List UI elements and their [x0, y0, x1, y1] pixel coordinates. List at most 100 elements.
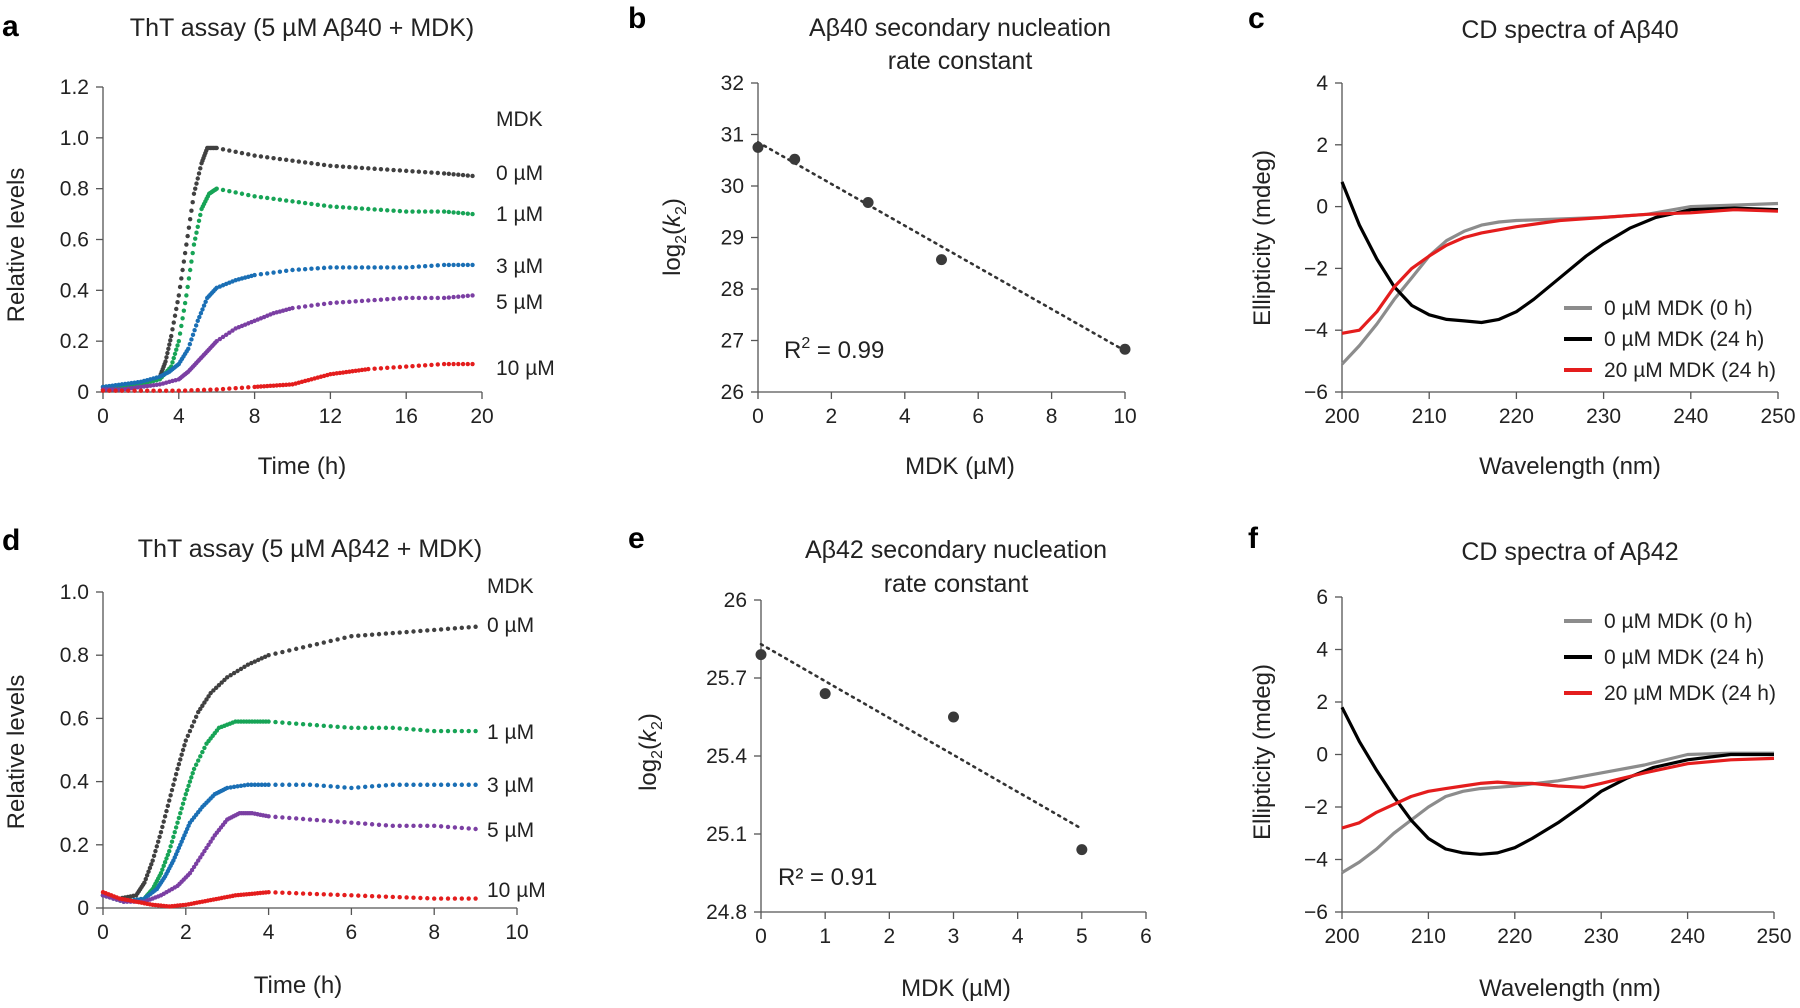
- series-label-a-2: 3 µM: [496, 255, 543, 278]
- data-point-a-1-60: [214, 186, 219, 191]
- data-point-a-4-10: [163, 388, 169, 393]
- data-point-d-2-79: [314, 783, 320, 788]
- data-point-a-1-102: [470, 211, 475, 217]
- data-point-d-3-69: [287, 815, 292, 821]
- data-point-d-3-35: [198, 855, 203, 860]
- data-point-a-2-42: [195, 318, 200, 324]
- data-point-d-3-87: [411, 823, 416, 829]
- data-point-d-0-61: [211, 688, 216, 693]
- data-point-d-0-90: [349, 634, 354, 639]
- series-line-c-1: [1340, 181, 1779, 325]
- x-tick-label-c-4: 240: [1673, 405, 1708, 428]
- y-tick-label-a-5: 1.0: [60, 127, 89, 150]
- data-point-d-1-26: [161, 863, 166, 869]
- data-point-d-2-88: [376, 783, 382, 789]
- data-point-a-1-89: [397, 208, 403, 214]
- data-point-a-4-23: [246, 385, 251, 390]
- data-point-a-4-17: [208, 387, 213, 392]
- data-point-a-0-69: [233, 149, 238, 155]
- data-point-d-0-35: [165, 803, 171, 809]
- data-point-a-0-39: [180, 267, 185, 273]
- data-point-a-1-35: [182, 300, 188, 306]
- data-point-a-0-93: [385, 167, 390, 172]
- data-point-a-1-66: [252, 194, 257, 199]
- data-point-d-0-46: [180, 747, 186, 753]
- data-point-d-0-59: [206, 694, 211, 699]
- data-point-d-3-31: [189, 867, 195, 873]
- data-point-d-3-73: [314, 817, 320, 823]
- panel-c: c CD spectra of Aβ40 Wavelength (nm) Ell…: [1248, 2, 1796, 480]
- data-point-a-0-91: [372, 166, 377, 171]
- data-point-a-0-44: [186, 225, 192, 230]
- y-tick-label-c-2: −2: [1304, 257, 1328, 280]
- data-point-a-2-90: [404, 265, 409, 270]
- data-point-d-1-36: [175, 820, 180, 825]
- data-point-a-2-81: [347, 265, 352, 270]
- data-point-d-0-101: [425, 628, 430, 633]
- data-point-a-1-86: [378, 207, 384, 213]
- data-point-d-0-100: [418, 628, 423, 634]
- data-point-a-0-67: [220, 147, 226, 152]
- data-point-d-3-77: [342, 819, 347, 825]
- data-point-a-4-74: [451, 361, 456, 367]
- data-point-a-1-77: [321, 203, 327, 208]
- data-point-a-2-38: [189, 337, 194, 342]
- data-point-d-0-105: [452, 626, 458, 631]
- panel-f: f CD spectra of Aβ42 Wavelength (nm) Ell…: [1248, 522, 1792, 1002]
- data-point-d-1-100: [418, 727, 423, 733]
- data-point-a-2-102: [470, 262, 475, 268]
- x-axis-label-b: MDK (µM): [905, 453, 1015, 480]
- y-axis-label-d: Relative levels: [3, 675, 30, 830]
- data-point-d-0-47: [182, 743, 187, 748]
- data-point-d-2-99: [452, 782, 458, 787]
- data-point-d-2-81: [328, 784, 333, 789]
- y-tick-label-c-3: 0: [1316, 196, 1328, 219]
- data-point-a-1-32: [179, 323, 184, 329]
- data-point-a-0-102: [441, 171, 447, 176]
- x-tick-label-c-2: 220: [1499, 405, 1534, 428]
- data-point-d-3-67: [273, 814, 278, 820]
- data-point-d-4-85: [438, 896, 444, 901]
- data-point-a-1-69: [271, 196, 276, 202]
- data-point-d-0-30: [158, 829, 164, 835]
- data-point-d-2-70: [259, 782, 264, 787]
- data-point-d-0-38: [169, 787, 175, 793]
- y-tick-label-b-3: 29: [721, 227, 744, 250]
- data-point-d-0-39: [171, 782, 176, 787]
- data-point-d-3-93: [452, 825, 458, 830]
- data-point-d-4-61: [273, 890, 278, 895]
- data-point-a-1-83: [359, 206, 365, 211]
- data-point-d-3-36: [200, 852, 205, 857]
- data-point-d-0-25: [151, 853, 157, 859]
- x-tick-label-b-4: 8: [1046, 405, 1058, 428]
- y-tick-label-f-5: 4: [1316, 639, 1328, 662]
- data-point-a-3-100: [460, 294, 466, 299]
- data-point-d-2-68: [252, 782, 257, 787]
- data-point-d-1-40: [180, 801, 186, 806]
- data-point-d-0-42: [175, 766, 180, 772]
- data-point-a-0-96: [404, 168, 409, 174]
- data-point-a-0-30: [169, 333, 174, 339]
- data-point-a-4-73: [446, 361, 452, 367]
- data-point-a-0-97: [410, 169, 415, 174]
- data-point-d-4-66: [307, 891, 313, 896]
- data-point-d-3-34: [196, 858, 201, 863]
- data-point-d-3-74: [321, 818, 326, 823]
- data-point-d-2-86: [363, 784, 368, 790]
- data-point-d-0-102: [432, 627, 437, 633]
- data-point-d-1-78: [266, 719, 271, 724]
- data-point-a-2-37: [187, 341, 193, 347]
- y-tick-label-b-5: 31: [721, 124, 744, 147]
- data-point-d-1-79: [273, 719, 278, 725]
- data-point-d-3-83: [383, 823, 389, 828]
- data-point-a-4-14: [189, 388, 194, 393]
- data-point-a-0-88: [353, 165, 358, 170]
- data-point-b-3: [936, 254, 947, 266]
- x-tick-label-d-1: 2: [180, 921, 192, 944]
- data-point-d-0-88: [335, 637, 340, 642]
- data-point-a-4-2: [113, 388, 118, 393]
- data-point-a-0-94: [391, 167, 396, 173]
- data-point-a-1-90: [404, 209, 409, 214]
- data-point-d-1-94: [376, 725, 382, 731]
- data-point-a-2-36: [186, 346, 191, 351]
